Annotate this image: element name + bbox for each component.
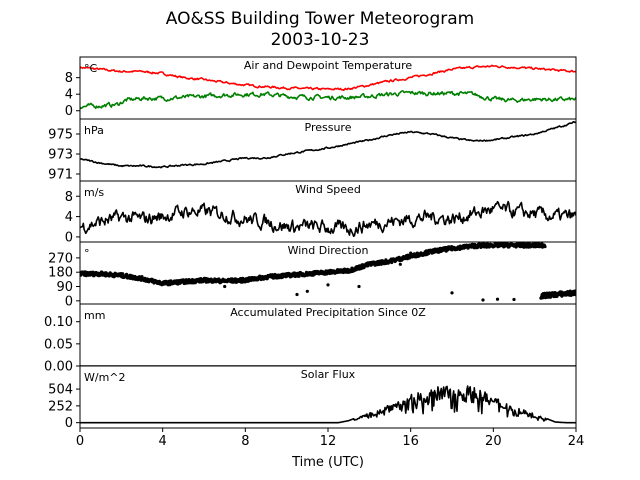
y-tick-label: 504 — [48, 383, 73, 398]
wind-direction-point — [573, 289, 576, 293]
y-tick-label: 0 — [65, 416, 73, 431]
x-axis: 0 4 8 12 16 20 24 — [76, 434, 584, 449]
wind-direction-point — [140, 275, 144, 279]
y-tick-label: 0 — [65, 104, 73, 119]
panel-title: Accumulated Precipitation Since 0Z — [230, 306, 426, 319]
x-tick-label: 4 — [159, 434, 167, 449]
panel-2: 0 4 8 Wind Speed m/s — [65, 180, 577, 245]
wind-direction-point — [295, 292, 299, 297]
panel-data — [80, 385, 576, 424]
series-line-1-0 — [80, 121, 576, 169]
y-tick-label: 90 — [56, 280, 73, 295]
y-tick-label: 8 — [65, 71, 73, 86]
y-tick-label: 0.10 — [44, 315, 73, 330]
x-axis-label: Time (UTC) — [291, 455, 364, 470]
wind-direction-point — [357, 284, 361, 289]
figure-title-line1: AO&SS Building Tower Meteorogram — [166, 9, 474, 29]
panel-4: 0.00 0.05 0.10 Accumulated Precipitation Si… — [44, 303, 577, 375]
panel-title: Air and Dewpoint Temperature — [244, 59, 412, 72]
panel-unit: m/s — [84, 186, 104, 199]
y-tick-label: 0.05 — [44, 337, 73, 352]
panel-title: Pressure — [305, 121, 352, 134]
y-tick-label: 270 — [48, 251, 73, 266]
wind-direction-point — [297, 274, 301, 278]
wind-direction-series-2 — [223, 251, 516, 302]
panel-unit: hPa — [84, 124, 104, 137]
wind-direction-point — [450, 291, 454, 295]
y-tick-label: 975 — [48, 128, 73, 143]
x-tick-label: 20 — [485, 434, 502, 449]
panel-data — [80, 64, 576, 110]
panel-data — [80, 242, 576, 302]
wind-direction-series-1 — [539, 289, 576, 300]
series-line-2-0 — [80, 200, 576, 238]
x-tick-label: 24 — [568, 434, 585, 449]
wind-direction-series-0 — [80, 242, 547, 287]
panel-unit: ° — [84, 247, 90, 260]
wind-direction-point — [223, 284, 227, 289]
wind-direction-point — [481, 298, 485, 302]
wind-direction-point — [512, 297, 516, 302]
wind-direction-point — [326, 283, 330, 287]
y-tick-label: 8 — [65, 190, 73, 205]
wind-direction-point — [121, 272, 125, 276]
wind-direction-point — [409, 251, 413, 255]
x-tick-label: 0 — [76, 434, 84, 449]
x-tick-label: 8 — [241, 434, 249, 449]
series-line-0-0 — [80, 64, 576, 91]
wind-direction-point — [543, 245, 547, 249]
panel-title: Wind Direction — [288, 244, 369, 257]
x-tick-label: 16 — [402, 434, 419, 449]
panel-title: Solar Flux — [301, 368, 356, 381]
y-tick-label: 4 — [65, 88, 73, 103]
panel-1: 971 973 975 Pressure hPa — [48, 118, 577, 183]
y-tick-label: 0 — [65, 294, 73, 309]
y-tick-label: 0.00 — [44, 360, 73, 375]
panel-unit: mm — [84, 309, 105, 322]
series-line-0-1 — [80, 90, 576, 110]
y-tick-label: 973 — [48, 148, 73, 163]
y-tick-label: 0 — [65, 230, 73, 245]
wind-direction-point — [398, 262, 402, 266]
figure-title-line2: 2003-10-23 — [271, 30, 370, 50]
y-tick-label: 252 — [48, 399, 73, 414]
y-tick-label: 4 — [65, 210, 73, 225]
wind-direction-point — [426, 252, 430, 256]
panel-unit: W/m^2 — [84, 371, 126, 384]
wind-direction-point — [305, 289, 309, 293]
wind-direction-point — [125, 272, 129, 276]
panel-unit: °C — [84, 62, 98, 75]
series-line-5-0 — [80, 385, 576, 424]
panel-0: 04 8 Air and Dewpoint Temperature °C — [65, 56, 577, 120]
x-tick-label: 12 — [320, 434, 337, 449]
y-tick-label: 180 — [48, 266, 73, 281]
panel-title: Wind Speed — [295, 183, 361, 196]
panel-data — [80, 121, 576, 169]
y-tick-label: 971 — [48, 168, 73, 183]
wind-direction-point — [495, 297, 500, 301]
panel-data — [80, 200, 576, 238]
